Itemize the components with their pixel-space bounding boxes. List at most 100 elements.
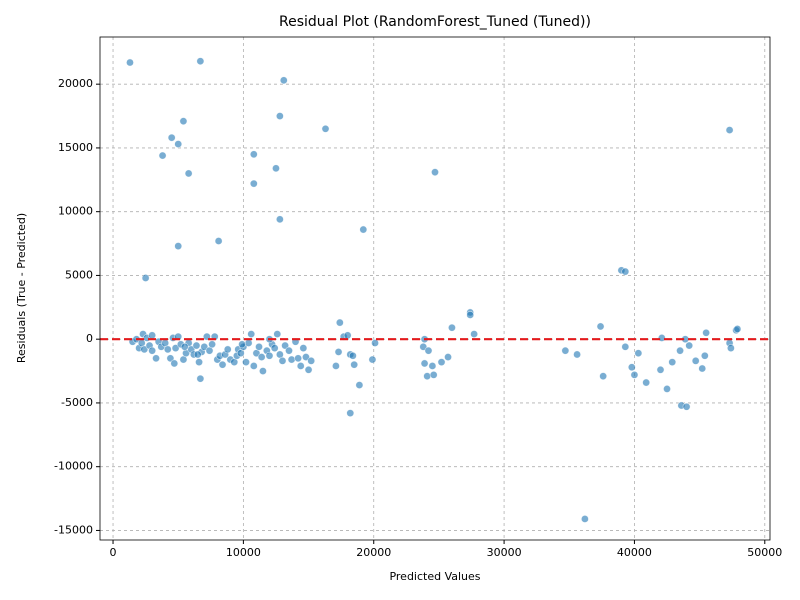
y-axis-label: Residuals (True - Predicted) — [15, 213, 28, 363]
point — [700, 351, 709, 360]
point — [141, 274, 150, 282]
point — [174, 140, 183, 149]
point — [270, 344, 279, 353]
point — [685, 341, 694, 350]
point — [355, 381, 364, 389]
point — [429, 370, 438, 379]
point — [627, 363, 636, 372]
point — [152, 354, 160, 363]
plot-frame — [99, 36, 771, 541]
point — [247, 330, 256, 338]
point — [332, 362, 340, 370]
point — [278, 356, 287, 365]
point — [299, 344, 308, 353]
point — [621, 342, 630, 351]
point — [691, 356, 700, 365]
point — [126, 58, 134, 67]
point — [148, 331, 157, 340]
point — [343, 331, 352, 340]
point — [466, 311, 475, 319]
point — [304, 365, 313, 374]
point — [249, 150, 258, 159]
x-tick-label: 40000 — [617, 546, 652, 559]
point — [630, 370, 639, 379]
point — [242, 358, 250, 367]
point — [214, 237, 223, 245]
point — [140, 345, 149, 354]
point — [431, 168, 439, 177]
point — [470, 330, 479, 338]
point — [275, 215, 284, 224]
point — [657, 334, 666, 342]
y-tick-label: 15000 — [58, 141, 93, 154]
point — [371, 339, 379, 347]
point — [249, 179, 258, 188]
point — [581, 515, 589, 523]
y-tick-label: -15000 — [54, 523, 93, 536]
point — [428, 362, 437, 370]
point — [368, 355, 377, 364]
x-tick-label: 20000 — [356, 546, 391, 559]
point — [170, 359, 179, 368]
point — [244, 339, 253, 347]
point — [359, 225, 368, 234]
point — [682, 402, 691, 411]
point — [148, 346, 157, 355]
point — [419, 342, 428, 351]
point — [307, 356, 316, 365]
point — [334, 348, 343, 356]
point — [698, 364, 707, 373]
x-tick-label: 0 — [110, 546, 117, 559]
point — [196, 57, 205, 66]
point — [265, 351, 274, 360]
point — [281, 341, 289, 350]
point — [275, 112, 284, 120]
point — [561, 346, 570, 355]
y-tick-label: 0 — [86, 332, 93, 345]
x-tick-label: 10000 — [226, 546, 261, 559]
point — [725, 126, 734, 134]
point — [192, 341, 201, 350]
point — [444, 353, 452, 361]
point — [621, 267, 630, 276]
point — [335, 318, 344, 327]
point — [180, 342, 189, 351]
point — [437, 358, 446, 367]
point — [634, 349, 643, 358]
point — [218, 360, 227, 369]
point — [279, 76, 288, 85]
point — [642, 378, 651, 387]
point — [726, 344, 735, 353]
point — [599, 372, 608, 381]
y-tick-label: 20000 — [58, 77, 93, 90]
point — [420, 359, 429, 368]
point — [195, 358, 203, 367]
point — [348, 351, 357, 360]
point — [350, 360, 359, 369]
point — [171, 344, 180, 353]
chart-title: Residual Plot (RandomForest_Tuned (Tuned… — [279, 14, 591, 30]
point — [196, 374, 205, 383]
point — [167, 133, 176, 142]
point — [255, 342, 263, 351]
point — [184, 169, 193, 178]
point — [302, 353, 310, 361]
point — [174, 242, 183, 251]
point — [273, 330, 282, 338]
point — [158, 151, 167, 160]
point — [573, 350, 581, 359]
point — [249, 362, 258, 370]
point — [321, 124, 330, 133]
point — [676, 346, 684, 355]
point — [238, 340, 246, 349]
point — [423, 372, 432, 381]
point — [200, 342, 209, 351]
point — [179, 117, 188, 126]
x-axis-label: Predicted Values — [389, 570, 480, 583]
point — [223, 345, 232, 354]
y-tick-label: -10000 — [54, 460, 93, 473]
point — [733, 325, 742, 333]
point — [272, 164, 280, 173]
